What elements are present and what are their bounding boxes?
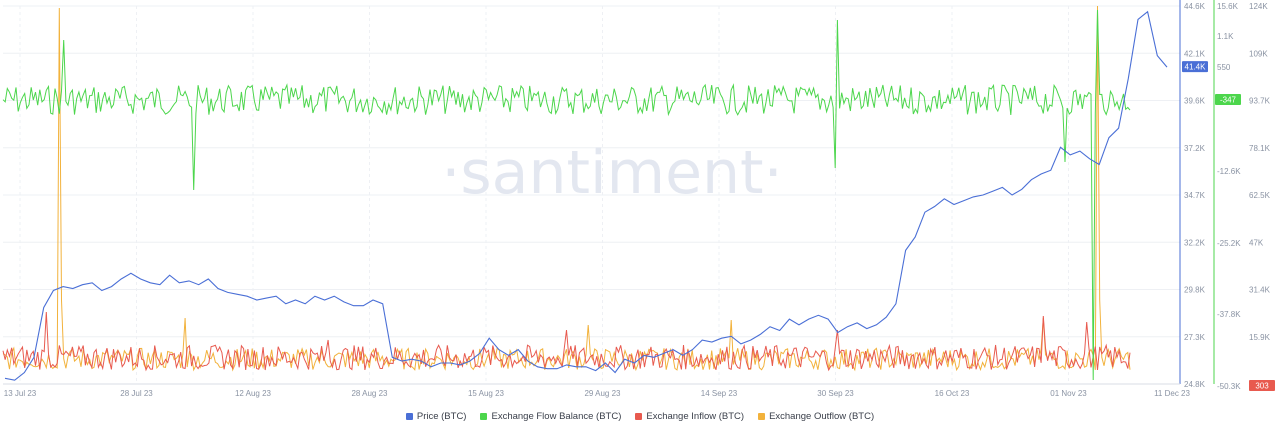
flow-tick-label: 124K bbox=[1249, 2, 1268, 11]
exchange-inflow-series bbox=[2, 311, 1131, 372]
balance-current-badge: -347 bbox=[1220, 96, 1237, 105]
flow-tick-label: 93.7K bbox=[1249, 97, 1271, 106]
legend-swatch bbox=[758, 412, 766, 420]
balance-tick-label: 1.1K bbox=[1217, 32, 1234, 41]
flow-tick-label: 31.4K bbox=[1249, 286, 1271, 295]
x-tick-label: 13 Jul 23 bbox=[4, 389, 37, 398]
x-tick-label: 14 Sep 23 bbox=[701, 389, 738, 398]
balance-tick-label: 15.6K bbox=[1217, 2, 1239, 11]
price-tick-label: 42.1K bbox=[1184, 49, 1206, 58]
price-tick-label: 29.8K bbox=[1184, 286, 1206, 295]
inflow-line bbox=[2, 311, 1131, 372]
price-tick-label: 34.7K bbox=[1184, 191, 1206, 200]
flow-tick-label: 78.1K bbox=[1249, 144, 1271, 153]
balance-tick-label: -12.6K bbox=[1217, 167, 1241, 176]
legend-swatch bbox=[635, 412, 643, 420]
price-tick-label: 24.8K bbox=[1184, 380, 1206, 389]
flow-tick-label: 62.5K bbox=[1249, 191, 1271, 200]
price-current-badge-bg bbox=[1182, 61, 1208, 73]
price-tick-label: 39.6K bbox=[1184, 97, 1206, 106]
legend-item[interactable]: Exchange Inflow (BTC) bbox=[635, 411, 744, 422]
balance-tick-label: 550 bbox=[1217, 63, 1231, 72]
price-tick-label: 44.6K bbox=[1184, 2, 1206, 11]
legend-swatch bbox=[405, 412, 413, 420]
price-tick-label: 27.3K bbox=[1184, 333, 1206, 342]
flow-tick-label: 47K bbox=[1249, 238, 1264, 247]
outflow-line bbox=[2, 5, 1131, 372]
current-value-badges: 41.4K -347 303 bbox=[1182, 61, 1275, 391]
watermark: ·santiment· bbox=[441, 138, 782, 208]
balance-tick-label: -50.3K bbox=[1217, 382, 1241, 391]
legend-swatch bbox=[480, 412, 488, 420]
exchange-flow-balance-series bbox=[2, 9, 1131, 381]
x-tick-label: 01 Nov 23 bbox=[1050, 389, 1087, 398]
balance-tick-label: -37.8K bbox=[1217, 310, 1241, 319]
x-tick-label: 28 Aug 23 bbox=[351, 389, 388, 398]
flow-current-badge-bg bbox=[1249, 380, 1275, 391]
legend-label: Price (BTC) bbox=[416, 410, 467, 422]
x-tick-label: 30 Sep 23 bbox=[817, 389, 854, 398]
chart-legend: Price (BTC) Exchange Flow Balance (BTC) Ex… bbox=[0, 406, 1280, 426]
x-tick-label: 16 Oct 23 bbox=[935, 389, 970, 398]
flow-tick-label: 109K bbox=[1249, 49, 1268, 58]
x-tick-label: 12 Aug 23 bbox=[235, 389, 272, 398]
x-tick-label: 28 Jul 23 bbox=[120, 389, 153, 398]
price-current-badge: 41.4K bbox=[1185, 63, 1207, 72]
exchange-outflow-series bbox=[2, 5, 1131, 372]
price-line bbox=[4, 10, 1168, 381]
flow-tick-label: 15.9K bbox=[1249, 333, 1271, 342]
legend-item[interactable]: Price (BTC) bbox=[405, 410, 467, 422]
x-tick-label: 29 Aug 23 bbox=[584, 389, 621, 398]
price-tick-label: 32.2K bbox=[1184, 238, 1206, 247]
legend-label: Exchange Inflow (BTC) bbox=[646, 410, 745, 422]
flow-current-badge: 303 bbox=[1255, 382, 1269, 391]
legend-label: Exchange Outflow (BTC) bbox=[769, 410, 875, 422]
price-series bbox=[4, 10, 1168, 381]
balance-line bbox=[2, 9, 1131, 381]
price-tick-label: 37.2K bbox=[1184, 144, 1206, 153]
x-tick-label: 15 Aug 23 bbox=[468, 389, 505, 398]
balance-current-badge-bg bbox=[1215, 94, 1241, 105]
balance-tick-label: -25.2K bbox=[1217, 239, 1241, 248]
x-tick-label: 11 Dec 23 bbox=[1154, 389, 1190, 398]
legend-label: Exchange Flow Balance (BTC) bbox=[491, 410, 622, 422]
legend-item[interactable]: Exchange Outflow (BTC) bbox=[758, 411, 874, 422]
legend-item[interactable]: Exchange Flow Balance (BTC) bbox=[480, 411, 621, 422]
